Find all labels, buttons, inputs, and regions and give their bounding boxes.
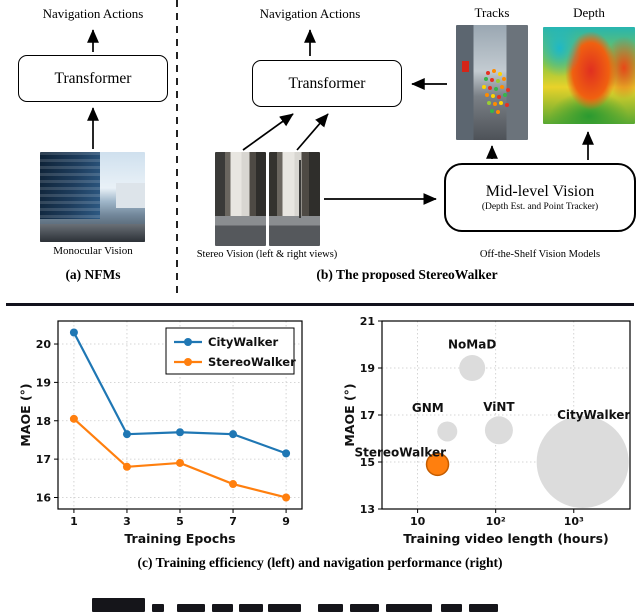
street-sign-shape — [462, 61, 469, 72]
svg-text:7: 7 — [229, 515, 237, 528]
svg-text:StereoWalker: StereoWalker — [208, 355, 296, 369]
vertical-dashed-divider — [176, 0, 178, 298]
svg-text:CityWalker: CityWalker — [208, 335, 278, 349]
arrow-b-stereo-right-to-transformer — [296, 113, 329, 151]
stereo-left-photo — [215, 152, 266, 246]
cropped-text-fragment — [386, 604, 432, 612]
panel-a-caption: (a) NFMs — [65, 267, 121, 282]
panel-b-transformer-box: Transformer — [252, 60, 402, 107]
cropped-text-fragment — [350, 604, 379, 612]
depth-map-image — [543, 27, 635, 124]
midlevel-vision-title: Mid-level Vision — [485, 183, 595, 200]
track-points-overlay — [456, 25, 460, 29]
svg-text:15: 15 — [360, 456, 375, 469]
cropped-text-fragment — [441, 604, 462, 612]
depth-label: Depth — [573, 5, 605, 20]
cropped-text-fragment — [152, 604, 164, 612]
tracks-label: Tracks — [474, 5, 510, 20]
svg-text:10³: 10³ — [564, 515, 584, 528]
svg-text:17: 17 — [360, 409, 375, 422]
panel-a-transformer-label: Transformer — [54, 69, 132, 87]
panel-b-nav-actions-label: Navigation Actions — [259, 6, 361, 21]
cropped-text-fragment — [212, 604, 233, 612]
training-efficiency-line-chart: 1 3 5 7 9 16 17 18 19 20 CityWalker StereoWalker Tra… — [18, 320, 303, 546]
midlevel-vision-box: Mid-level Vision (Depth Est. and Point T… — [444, 163, 636, 232]
cropped-text-fragment — [177, 604, 205, 612]
monocular-vision-photo — [40, 152, 145, 242]
tracks-photo — [456, 25, 528, 140]
svg-text:19: 19 — [36, 376, 51, 389]
horizontal-divider — [6, 303, 634, 306]
navigation-performance-bubble-chart: 10 10² 10³ 13 15 17 19 21 NoMaD GNM ViNT CityWalker… — [342, 315, 631, 546]
panel-b-caption: (b) The proposed StereoWalker — [316, 267, 498, 282]
svg-text:21: 21 — [360, 315, 375, 328]
offshelf-models-caption: Off-the-Shelf Vision Models — [479, 249, 601, 260]
cropped-text-fragment — [469, 604, 498, 612]
svg-text:17: 17 — [36, 453, 51, 466]
road-shape — [40, 224, 145, 242]
svg-text:MAOE (°): MAOE (°) — [18, 383, 33, 446]
building-shape — [115, 182, 145, 208]
svg-text:20: 20 — [36, 338, 52, 351]
svg-text:Training video length (hours): Training video length (hours) — [403, 531, 608, 546]
cropped-text-fragment — [92, 598, 145, 612]
svg-text:10: 10 — [410, 515, 426, 528]
svg-text:NoMaD: NoMaD — [448, 338, 496, 352]
cropped-text-fragment — [268, 604, 301, 612]
svg-text:Training Epochs: Training Epochs — [124, 531, 235, 546]
svg-text:18: 18 — [36, 415, 51, 428]
svg-text:1: 1 — [70, 515, 78, 528]
arrow-b-stereo-left-to-transformer — [242, 113, 294, 151]
pole-shape — [298, 159, 301, 218]
svg-text:19: 19 — [360, 362, 375, 375]
svg-text:9: 9 — [282, 515, 290, 528]
building-shape — [40, 152, 100, 219]
midlevel-vision-subtitle: (Depth Est. and Point Tracker) — [481, 202, 599, 212]
svg-text:MAOE (°): MAOE (°) — [342, 383, 357, 446]
svg-text:CityWalker: CityWalker — [557, 408, 630, 422]
stereo-right-photo — [269, 152, 320, 246]
cropped-text-fragment — [239, 604, 263, 612]
stereo-vision-caption: Stereo Vision (left & right views) — [196, 249, 338, 260]
svg-text:5: 5 — [176, 515, 184, 528]
panel-c-caption: (c) Training efficiency (left) and navig… — [137, 555, 503, 570]
cropped-text-fragment — [318, 604, 343, 612]
svg-text:3: 3 — [123, 515, 131, 528]
svg-text:16: 16 — [36, 491, 52, 504]
svg-text:ViNT: ViNT — [483, 400, 515, 414]
svg-text:10²: 10² — [486, 515, 506, 528]
svg-text:GNM: GNM — [412, 401, 444, 415]
panel-b-transformer-label: Transformer — [288, 74, 366, 92]
monocular-vision-caption: Monocular Vision — [53, 245, 133, 257]
panel-a-transformer-box: Transformer — [18, 55, 168, 102]
panel-a-nav-actions-label: Navigation Actions — [42, 6, 144, 21]
svg-text:13: 13 — [360, 503, 375, 516]
svg-text:StereoWalker: StereoWalker — [354, 446, 446, 460]
